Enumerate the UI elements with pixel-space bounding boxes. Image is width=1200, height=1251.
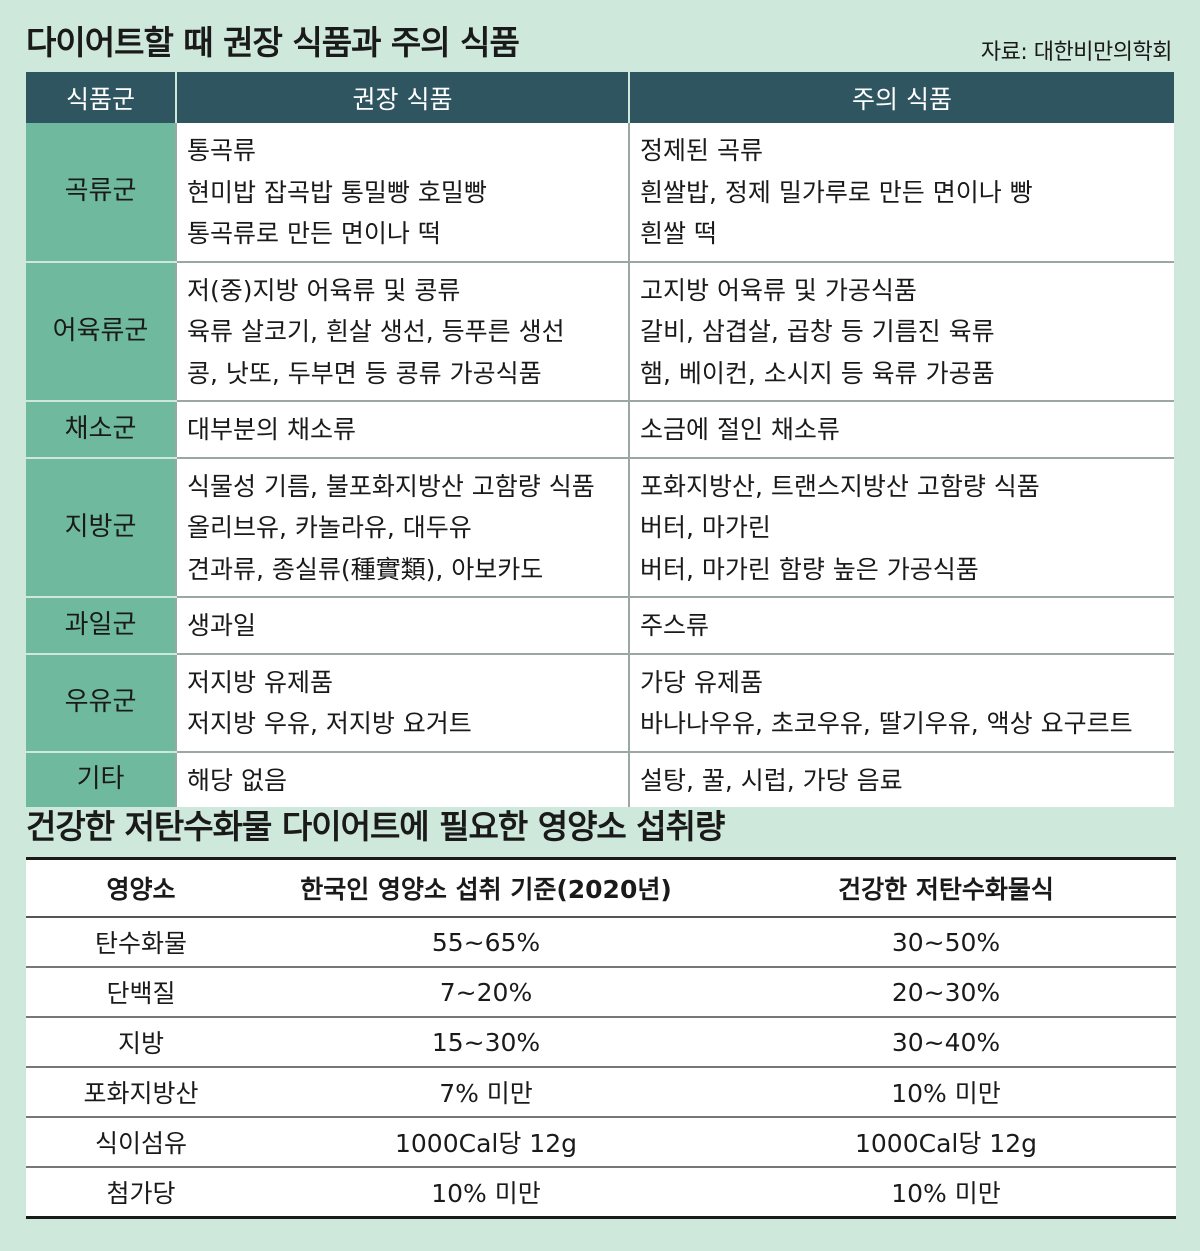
recommended-line: 식물성 기름, 불포화지방산 고함량 식품 (187, 471, 595, 501)
caution-line: 버터, 마가린 (640, 513, 771, 542)
recommended-cell: 식물성 기름, 불포화지방산 고함량 식품 올리브유, 카놀라유, 대두유 견과… (175, 457, 629, 598)
caution-line: 바나나우유, 초코우유, 딸기우유, 액상 요구르트 (640, 709, 1133, 738)
low-carb-value: 1000Cal당 12g (716, 1117, 1176, 1168)
nutrient-name: 지방 (26, 1017, 256, 1068)
table-row: 채소군 대부분의 채소류 소금에 절인 채소류 (26, 401, 1174, 459)
low-carb-value: 10% 미만 (891, 1179, 1001, 1208)
food-table: 식품군 권장 식품 주의 식품 곡류군 통곡류 현미밥 잡곡밥 통밀빵 호밀빵 … (26, 72, 1174, 807)
source-note: 자료: 대한비만의학회 (980, 40, 1173, 65)
section-title: 건강한 저탄수화물 다이어트에 필요한 영양소 섭취량 (26, 807, 725, 846)
recommended-line: 저(중)지방 어육류 및 콩류 (187, 275, 461, 305)
caution-line: 버터, 마가린 함량 높은 가공식품 (640, 554, 979, 584)
nutrient-table-header: 영양소 한국인 영양소 섭취 기준(2020년) 건강한 저탄수화물식 (26, 858, 1176, 918)
caution-cell: 고지방 어육류 및 가공식품 갈비, 삼겹살, 곱창 등 기름진 육류 햄, 베… (628, 261, 1174, 402)
food-group-cell: 기타 (26, 751, 176, 807)
korean-standard-value: 55~65% (256, 917, 716, 968)
recommended-cell: 해당 없음 (175, 751, 629, 807)
low-carb-value: 30~50% (716, 917, 1176, 968)
nutrient-name: 첨가당 (106, 1179, 176, 1208)
caution-line: 정제된 곡류 (640, 136, 763, 165)
food-group-cell: 우유군 (26, 653, 176, 753)
caution-line: 포화지방산, 트랜스지방산 고함량 식품 (640, 471, 1040, 501)
recommended-line: 통곡류로 만든 면이나 떡 (187, 219, 441, 248)
caution-line: 설탕, 꿀, 시럽, 가당 음료 (640, 765, 903, 795)
recommended-line: 생과일 (187, 611, 257, 640)
food-group-cell: 과일군 (26, 597, 176, 655)
recommended-line: 대부분의 채소류 (187, 415, 356, 444)
table-row: 곡류군 통곡류 현미밥 잡곡밥 통밀빵 호밀빵 통곡류로 만든 면이나 떡 정제… (26, 123, 1174, 263)
recommended-cell: 통곡류 현미밥 잡곡밥 통밀빵 호밀빵 통곡류로 만든 면이나 떡 (175, 123, 629, 263)
nutrient-name: 단백질 (26, 967, 256, 1018)
korean-standard-value: 7~20% (256, 967, 716, 1018)
table-row: 식이섬유 1000Cal당 12g 1000Cal당 12g (26, 1117, 1176, 1168)
header-low-carb: 건강한 저탄수화물식 (716, 858, 1176, 918)
food-group-cell: 어육류군 (26, 261, 176, 402)
caution-cell: 포화지방산, 트랜스지방산 고함량 식품 버터, 마가린 버터, 마가린 함량 … (628, 457, 1174, 598)
food-group-cell: 채소군 (26, 401, 176, 459)
recommended-line: 통곡류 (187, 136, 257, 165)
food-group-cell: 곡류군 (26, 123, 176, 263)
low-carb-value: 10% 미만 (716, 1067, 1176, 1118)
recommended-line: 견과류, 종실류(種實類), 아보카도 (187, 554, 544, 584)
low-carb-value: 30~40% (716, 1017, 1176, 1068)
page-title: 다이어트할 때 권장 식품과 주의 식품 (26, 23, 520, 62)
recommended-line: 육류 살코기, 흰살 생선, 등푸른 생선 (187, 317, 565, 346)
recommended-line: 해당 없음 (187, 765, 287, 795)
table-row: 어육류군 저(중)지방 어육류 및 콩류 육류 살코기, 흰살 생선, 등푸른 … (26, 261, 1174, 402)
nutrient-name: 식이섬유 (26, 1117, 256, 1168)
caution-line: 흰쌀 떡 (640, 219, 717, 248)
recommended-cell: 저지방 유제품 저지방 우유, 저지방 요거트 (175, 653, 629, 753)
caution-cell: 주스류 (628, 597, 1174, 655)
header-food-group: 식품군 (26, 72, 177, 123)
caution-line: 고지방 어육류 및 가공식품 (640, 275, 917, 305)
recommended-line: 현미밥 잡곡밥 통밀빵 호밀빵 (187, 177, 487, 207)
caution-line: 가당 유제품 (640, 667, 763, 697)
caution-cell: 소금에 절인 채소류 (628, 401, 1174, 459)
header-recommended: 권장 식품 (176, 72, 630, 123)
recommended-cell: 저(중)지방 어육류 및 콩류 육류 살코기, 흰살 생선, 등푸른 생선 콩,… (175, 261, 629, 402)
low-carb-value: 20~30% (716, 967, 1176, 1018)
table-row: 포화지방산 7% 미만 10% 미만 (26, 1067, 1176, 1118)
caution-cell: 정제된 곡류 흰쌀밥, 정제 밀가루로 만든 면이나 빵 흰쌀 떡 (628, 123, 1174, 263)
header-korean-standard: 한국인 영양소 섭취 기준(2020년) (256, 858, 716, 918)
nutrient-name: 탄수화물 (26, 917, 256, 968)
nutrient-name: 포화지방산 (26, 1067, 256, 1118)
recommended-cell: 생과일 (175, 597, 629, 655)
caution-line: 주스류 (640, 611, 710, 640)
recommended-line: 콩, 낫또, 두부면 등 콩류 가공식품 (187, 358, 542, 388)
caution-line: 햄, 베이컨, 소시지 등 육류 가공품 (640, 358, 995, 388)
korean-standard-value: 15~30% (256, 1017, 716, 1068)
caution-line: 흰쌀밥, 정제 밀가루로 만든 면이나 빵 (640, 177, 1033, 207)
header-nutrient: 영양소 (26, 858, 256, 918)
caution-line: 소금에 절인 채소류 (640, 415, 840, 444)
header-caution: 주의 식품 (629, 72, 1174, 123)
recommended-cell: 대부분의 채소류 (175, 401, 629, 459)
caution-cell: 가당 유제품 바나나우유, 초코우유, 딸기우유, 액상 요구르트 (628, 653, 1174, 753)
table-row: 첨가당 10% 미만 10% 미만 (26, 1167, 1176, 1218)
nutrient-table: 영양소 한국인 영양소 섭취 기준(2020년) 건강한 저탄수화물식 탄수화물… (26, 857, 1176, 1219)
korean-standard-value: 7% 미만 (256, 1067, 716, 1118)
table-row: 우유군 저지방 유제품 저지방 우유, 저지방 요거트 가당 유제품 바나나우유… (26, 653, 1174, 753)
recommended-line: 저지방 우유, 저지방 요거트 (187, 709, 472, 738)
table-row: 과일군 생과일 주스류 (26, 597, 1174, 655)
table-row: 단백질 7~20% 20~30% (26, 967, 1176, 1018)
table-row: 기타 해당 없음 설탕, 꿀, 시럽, 가당 음료 (26, 751, 1174, 807)
food-table-header: 식품군 권장 식품 주의 식품 (26, 72, 1174, 123)
food-group-cell: 지방군 (26, 457, 176, 598)
caution-line: 갈비, 삼겹살, 곱창 등 기름진 육류 (640, 317, 995, 346)
table-row: 지방군 식물성 기름, 불포화지방산 고함량 식품 올리브유, 카놀라유, 대두… (26, 457, 1174, 598)
table-row: 지방 15~30% 30~40% (26, 1017, 1176, 1068)
korean-standard-value: 10% 미만 (431, 1179, 541, 1208)
recommended-line: 올리브유, 카놀라유, 대두유 (187, 513, 472, 542)
table-row: 탄수화물 55~65% 30~50% (26, 917, 1176, 968)
recommended-line: 저지방 유제품 (187, 667, 333, 697)
caution-cell: 설탕, 꿀, 시럽, 가당 음료 (628, 751, 1174, 807)
korean-standard-value: 1000Cal당 12g (256, 1117, 716, 1168)
